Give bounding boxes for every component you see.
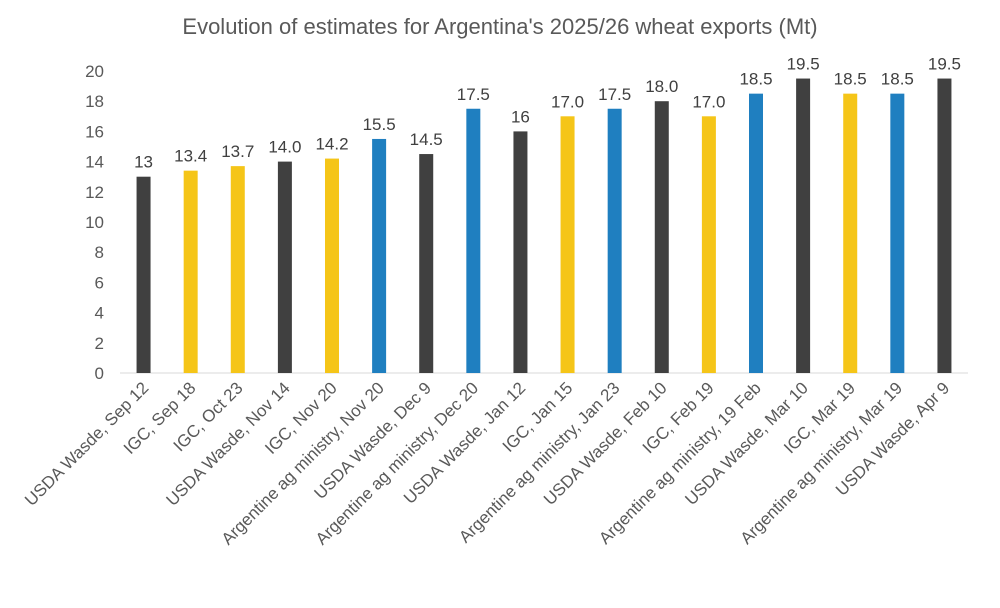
data-label: 18.5 — [739, 70, 772, 89]
data-label: 14.2 — [315, 135, 348, 154]
bar — [843, 93, 858, 374]
y-tick-label: 4 — [95, 304, 104, 323]
bar — [466, 108, 481, 373]
data-label: 14.5 — [410, 130, 443, 149]
y-tick-label: 12 — [85, 183, 104, 202]
data-label: 14.0 — [268, 138, 301, 157]
bar — [419, 154, 434, 373]
bar — [937, 78, 952, 374]
y-axis-ticks: 0 2 4 6 8 10 12 14 16 18 20 — [85, 62, 104, 383]
data-label: 17.0 — [551, 92, 584, 111]
y-tick-label: 10 — [85, 213, 104, 232]
bar — [749, 93, 763, 374]
bar — [325, 158, 339, 373]
chart-title: Evolution of estimates for Argentina's 2… — [182, 14, 818, 39]
data-label: 17.5 — [457, 85, 490, 104]
bar — [701, 116, 716, 374]
data-labels: 13 13.4 13.7 14.0 14.2 15.5 14.5 17.5 16 17.0 17.5… — [134, 55, 961, 172]
data-label: 13 — [134, 153, 153, 172]
data-label: 17.5 — [598, 85, 631, 104]
y-tick-label: 0 — [95, 364, 104, 383]
data-label: 17.0 — [692, 92, 725, 111]
bar — [796, 78, 811, 374]
bar — [560, 116, 575, 374]
data-label: 15.5 — [363, 115, 396, 134]
bar — [230, 166, 245, 373]
data-label: 19.5 — [928, 55, 961, 74]
bar — [277, 161, 292, 373]
y-tick-label: 14 — [85, 153, 104, 172]
y-tick-label: 6 — [95, 273, 104, 292]
data-label: 13.4 — [174, 147, 207, 166]
y-tick-label: 20 — [85, 62, 104, 81]
data-label: 13.7 — [221, 142, 254, 161]
data-label: 18.5 — [834, 70, 867, 89]
bar — [513, 131, 528, 373]
bars — [136, 78, 952, 374]
data-label: 18.5 — [881, 70, 914, 89]
bar — [654, 101, 669, 373]
bar — [183, 170, 198, 373]
data-label: 19.5 — [787, 55, 820, 74]
bar — [372, 138, 387, 373]
data-label: 16 — [511, 107, 530, 126]
bar — [607, 108, 622, 373]
y-tick-label: 18 — [85, 92, 104, 111]
y-tick-label: 2 — [95, 334, 104, 353]
bar — [136, 176, 151, 373]
data-label: 18.0 — [645, 77, 678, 96]
bar — [890, 93, 905, 374]
y-tick-label: 16 — [85, 122, 104, 141]
y-tick-label: 8 — [95, 243, 104, 262]
